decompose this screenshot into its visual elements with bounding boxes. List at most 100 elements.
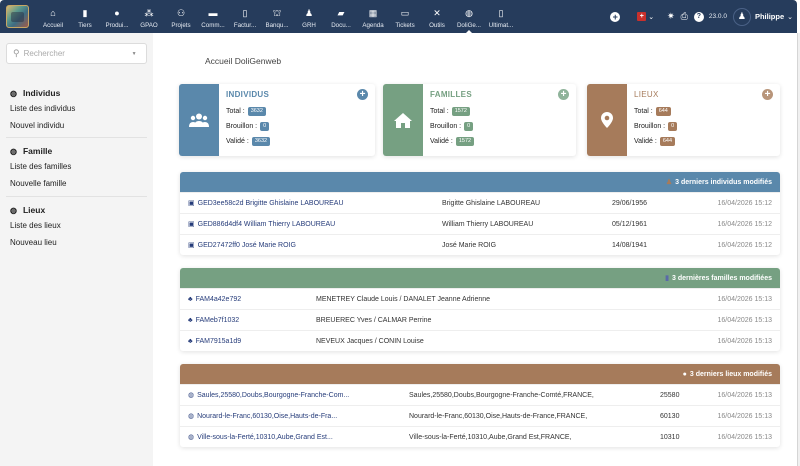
menu-item-commercial[interactable]: ▬ Comm...: [197, 0, 229, 33]
sidebar-group-individus: ◍ Individus Liste des individus Nouvel in…: [6, 86, 147, 134]
sidebar-link-nouvelle-famille[interactable]: Nouvelle famille: [10, 179, 67, 188]
sidebar-link-liste-individus[interactable]: Liste des individus: [10, 104, 76, 113]
user-menu[interactable]: ♟ Philippe ⌄: [732, 7, 793, 26]
individu-link[interactable]: ▣ GED3ee58c2d Brigitte Ghislaine LABOUREA…: [188, 199, 344, 207]
menu-item-doligenweb[interactable]: ◍ DoliGe...: [453, 0, 485, 33]
help-icon[interactable]: ?: [693, 11, 704, 22]
card-title[interactable]: LIEUX: [634, 90, 659, 99]
stat-total: Total :1572: [430, 104, 576, 119]
count-badge[interactable]: 1572: [455, 137, 475, 146]
menu-item-accueil[interactable]: ⌂ Accueil: [37, 0, 69, 33]
add-lieu-button[interactable]: +: [762, 89, 773, 100]
menu-item-produits[interactable]: ● Produi...: [101, 0, 133, 33]
stat-valid: Validé :3632: [226, 134, 375, 149]
menu-item-agenda[interactable]: ▦ Agenda: [357, 0, 389, 33]
lieu-link[interactable]: ◍ Saules,25580,Doubs,Bourgogne-Franche-Co…: [188, 391, 349, 399]
suitcase-icon: ▬: [208, 8, 218, 18]
menu-label: GPAO: [140, 22, 158, 29]
famille-link[interactable]: ♣ FAM7915a1d9: [188, 338, 241, 345]
menu-item-outils[interactable]: ✕ Outils: [421, 0, 453, 33]
stat-label: Total :: [226, 108, 245, 115]
menu-item-projets[interactable]: ⚇ Projets: [165, 0, 197, 33]
recent-individus-panel: ♟ 3 derniers individus modifiés ▣ GED3ee5…: [180, 172, 780, 255]
famille-couple: BREUEREC Yves / CALMAR Perrine: [316, 316, 432, 324]
count-badge[interactable]: 644: [659, 137, 676, 146]
sidebar-link-liste-familles[interactable]: Liste des familles: [10, 162, 72, 171]
individu-link[interactable]: ▣ GED27472ff0 José Marie ROIG: [188, 241, 296, 249]
page-title: Accueil DoliGenweb: [205, 56, 282, 66]
home-icon[interactable]: [383, 84, 423, 156]
print-icon[interactable]: ⎙: [680, 11, 688, 21]
company-logo[interactable]: [6, 5, 29, 28]
card-individus: INDIVIDUS Total :3632 Brouillon :0 Valid…: [179, 84, 375, 156]
sidebar-link-liste-lieux[interactable]: Liste des lieux: [10, 221, 61, 230]
famille-link[interactable]: ♣ FAM4a42e792: [188, 296, 241, 303]
count-badge[interactable]: 0: [260, 122, 270, 131]
sidebar-link-nouveau-lieu[interactable]: Nouveau lieu: [10, 238, 57, 247]
card-lieux: LIEUX Total :644 Brouillon :0 Validé :64…: [587, 84, 780, 156]
menu-item-tickets[interactable]: ▭ Tickets: [389, 0, 421, 33]
search-box[interactable]: ⚲ ▼: [6, 43, 147, 64]
menu-item-gpao[interactable]: ⁂ GPAO: [133, 0, 165, 33]
birth-date: 14/08/1941: [612, 241, 648, 249]
sidebar-group-title[interactable]: ◍ Lieux: [6, 203, 147, 217]
count-badge[interactable]: 3632: [251, 137, 271, 146]
lieu-link[interactable]: ◍ Nourard-le-Franc,60130,Oise,Hauts-de-Fr…: [188, 412, 337, 420]
count-badge[interactable]: 3632: [247, 107, 266, 116]
bookmark-dropdown[interactable]: + ⌄: [637, 12, 654, 21]
individu-ref: GED886d4df4 William Thierry LABOUREAU: [197, 221, 336, 228]
menu-item-ultimate[interactable]: ▯ Ultimat...: [485, 0, 517, 33]
table-row: ♣ FAM4a42e792 MENETREY Claude Louis / DAN…: [180, 288, 780, 309]
users-icon: ♣: [188, 316, 193, 324]
home-icon: ⌂: [50, 8, 56, 18]
search-input[interactable]: [23, 49, 132, 58]
card-familles: FAMILLES Total :1572 Brouillon :0 Validé…: [383, 84, 576, 156]
stat-total: Total :3632: [226, 104, 375, 119]
table-row: ◍ Nourard-le-Franc,60130,Oise,Hauts-de-Fr…: [180, 405, 780, 426]
user-tie-icon: ♟: [304, 8, 314, 18]
sidebar-link-nouvel-individu[interactable]: Nouvel individu: [10, 121, 65, 130]
menu-item-documents[interactable]: ▰ Docu...: [325, 0, 357, 33]
count-badge[interactable]: 0: [668, 122, 678, 131]
modified-date: 16/04/2026 15:13: [717, 337, 773, 345]
card-title[interactable]: INDIVIDUS: [226, 90, 270, 99]
stat-total: Total :644: [634, 104, 780, 119]
sidebar-group-title[interactable]: ◍ Famille: [6, 144, 147, 158]
menu-item-grh[interactable]: ♟ GRH: [293, 0, 325, 33]
page-scrollbar[interactable]: [797, 33, 800, 466]
globe-icon: ◍: [465, 8, 473, 18]
individu-link[interactable]: ▣ GED886d4df4 William Thierry LABOUREAU: [188, 220, 335, 228]
recent-familles-panel: ▮ 3 dernières familles modifiées ♣ FAM4a4…: [180, 268, 780, 351]
modified-date: 16/04/2026 15:12: [717, 199, 773, 207]
user-avatar-icon: ♟: [732, 7, 751, 26]
add-famille-button[interactable]: +: [558, 89, 569, 100]
menu-item-facturation[interactable]: ▯ Factur...: [229, 0, 261, 33]
famille-link[interactable]: ♣ FAMeb7f1032: [188, 317, 239, 324]
table-row: ♣ FAMeb7f1032 BREUEREC Yves / CALMAR Perr…: [180, 309, 780, 330]
table-row: ▣ GED3ee58c2d Brigitte Ghislaine LABOUREA…: [180, 192, 780, 213]
dropdown-caret-icon[interactable]: ▼: [131, 50, 137, 57]
users-icon[interactable]: [179, 84, 219, 156]
add-individu-button[interactable]: +: [357, 89, 368, 100]
count-badge[interactable]: 644: [655, 107, 671, 116]
count-badge[interactable]: 1572: [451, 107, 470, 116]
user-name: Philippe: [754, 12, 785, 21]
stat-label: Validé :: [226, 138, 249, 145]
menu-item-banque[interactable]: ⛫ Banqu...: [261, 0, 293, 33]
panel-header: ▮ 3 dernières familles modifiées: [180, 268, 780, 288]
modified-date: 16/04/2026 15:13: [717, 391, 773, 399]
map-marker-icon[interactable]: [587, 84, 627, 156]
quick-add-icon[interactable]: +: [610, 11, 621, 22]
lieu-zip: 10310: [660, 433, 680, 441]
lieu-zip: 60130: [660, 412, 680, 420]
lieu-link[interactable]: ◍ Ville-sous-la-Ferté,10310,Aube,Grand Es…: [188, 433, 333, 441]
bug-icon[interactable]: ✷: [667, 11, 675, 21]
menu-label: Tickets: [395, 22, 415, 29]
card-title[interactable]: FAMILLES: [430, 90, 472, 99]
menu-label: GRH: [302, 22, 316, 29]
panel-title: 3 derniers lieux modifiés: [689, 370, 772, 378]
menu-item-tiers[interactable]: ▮ Tiers: [69, 0, 101, 33]
individu-ref: GED3ee58c2d Brigitte Ghislaine LABOUREAU: [197, 200, 344, 207]
sidebar-group-title[interactable]: ◍ Individus: [6, 86, 147, 100]
count-badge[interactable]: 0: [464, 122, 474, 131]
